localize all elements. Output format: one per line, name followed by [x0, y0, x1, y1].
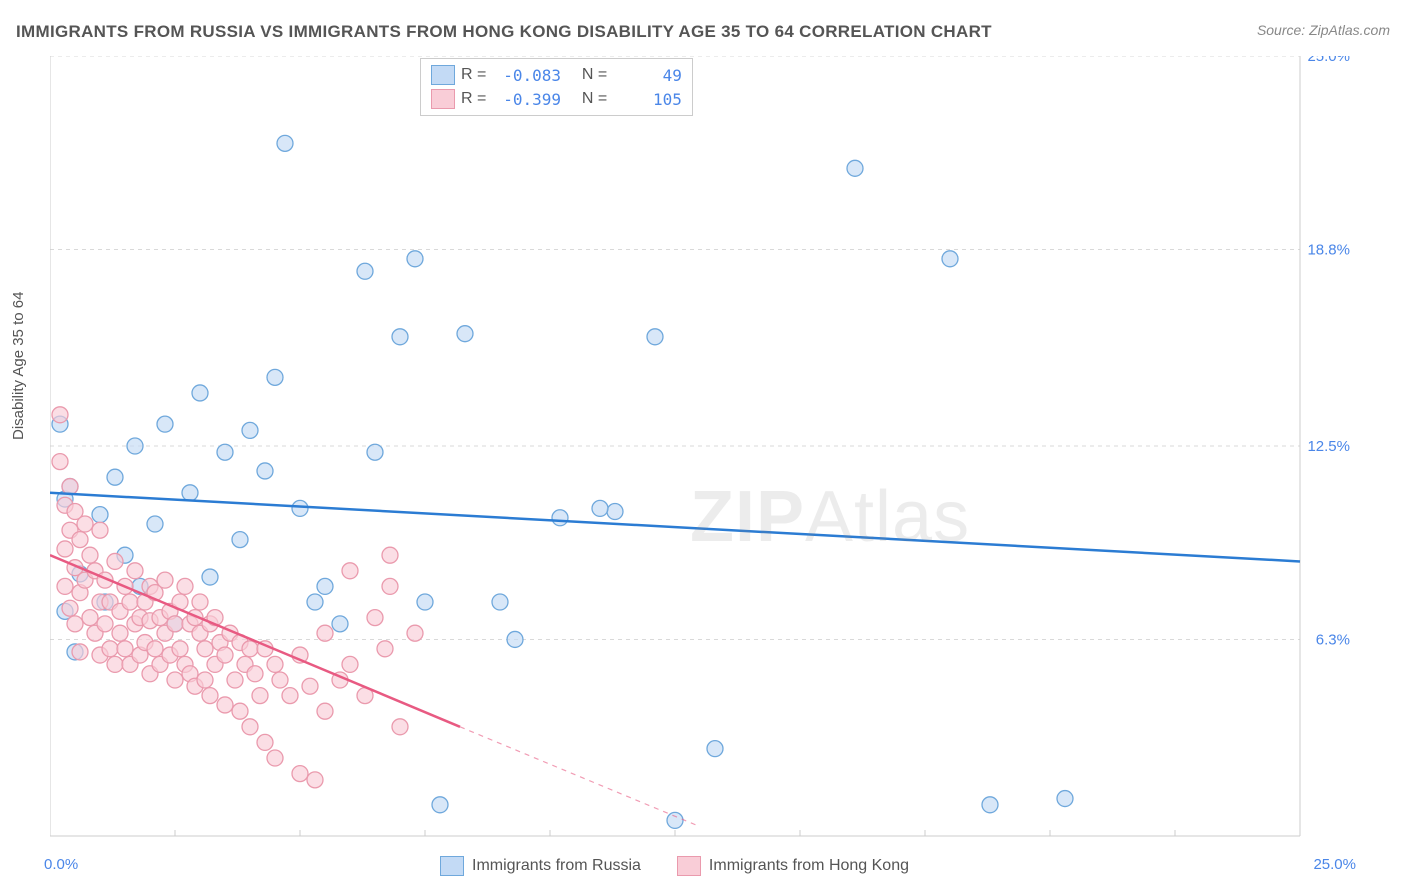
- legend-swatch: [431, 65, 455, 85]
- n-label: N =: [582, 90, 616, 108]
- svg-text:25.0%: 25.0%: [1307, 56, 1350, 65]
- r-label: R =: [461, 66, 495, 84]
- legend-series-label: Immigrants from Hong Kong: [709, 857, 909, 875]
- r-value: -0.083: [501, 66, 561, 85]
- r-label: R =: [461, 90, 495, 108]
- r-value: -0.399: [501, 90, 561, 109]
- legend-swatch: [677, 856, 701, 876]
- n-value: 105: [622, 90, 682, 109]
- legend-swatch: [440, 856, 464, 876]
- legend-stat-row: R = -0.083 N = 49: [431, 63, 682, 87]
- legend-series-item: Immigrants from Hong Kong: [677, 856, 909, 876]
- chart-area: 6.3%12.5%18.8%25.0% ZIPAtlas: [50, 56, 1360, 846]
- x-axis-max-label: 25.0%: [1313, 856, 1356, 873]
- svg-text:12.5%: 12.5%: [1307, 438, 1350, 455]
- n-value: 49: [622, 66, 682, 85]
- svg-text:18.8%: 18.8%: [1307, 241, 1350, 258]
- x-axis-min-label: 0.0%: [44, 856, 78, 873]
- legend-stats: R = -0.083 N = 49 R = -0.399 N = 105: [420, 58, 693, 116]
- legend-series: Immigrants from Russia Immigrants from Ho…: [440, 856, 909, 876]
- legend-stat-row: R = -0.399 N = 105: [431, 87, 682, 111]
- legend-series-label: Immigrants from Russia: [472, 857, 641, 875]
- scatter-plot: 6.3% 12.5% 18.8% 25.0%: [50, 56, 1360, 846]
- page-title: IMMIGRANTS FROM RUSSIA VS IMMIGRANTS FRO…: [16, 22, 992, 42]
- source-attribution: Source: ZipAtlas.com: [1257, 22, 1390, 38]
- n-label: N =: [582, 66, 616, 84]
- svg-text:6.3%: 6.3%: [1316, 631, 1350, 648]
- y-axis-label: Disability Age 35 to 64: [10, 292, 27, 440]
- legend-swatch: [431, 89, 455, 109]
- legend-series-item: Immigrants from Russia: [440, 856, 641, 876]
